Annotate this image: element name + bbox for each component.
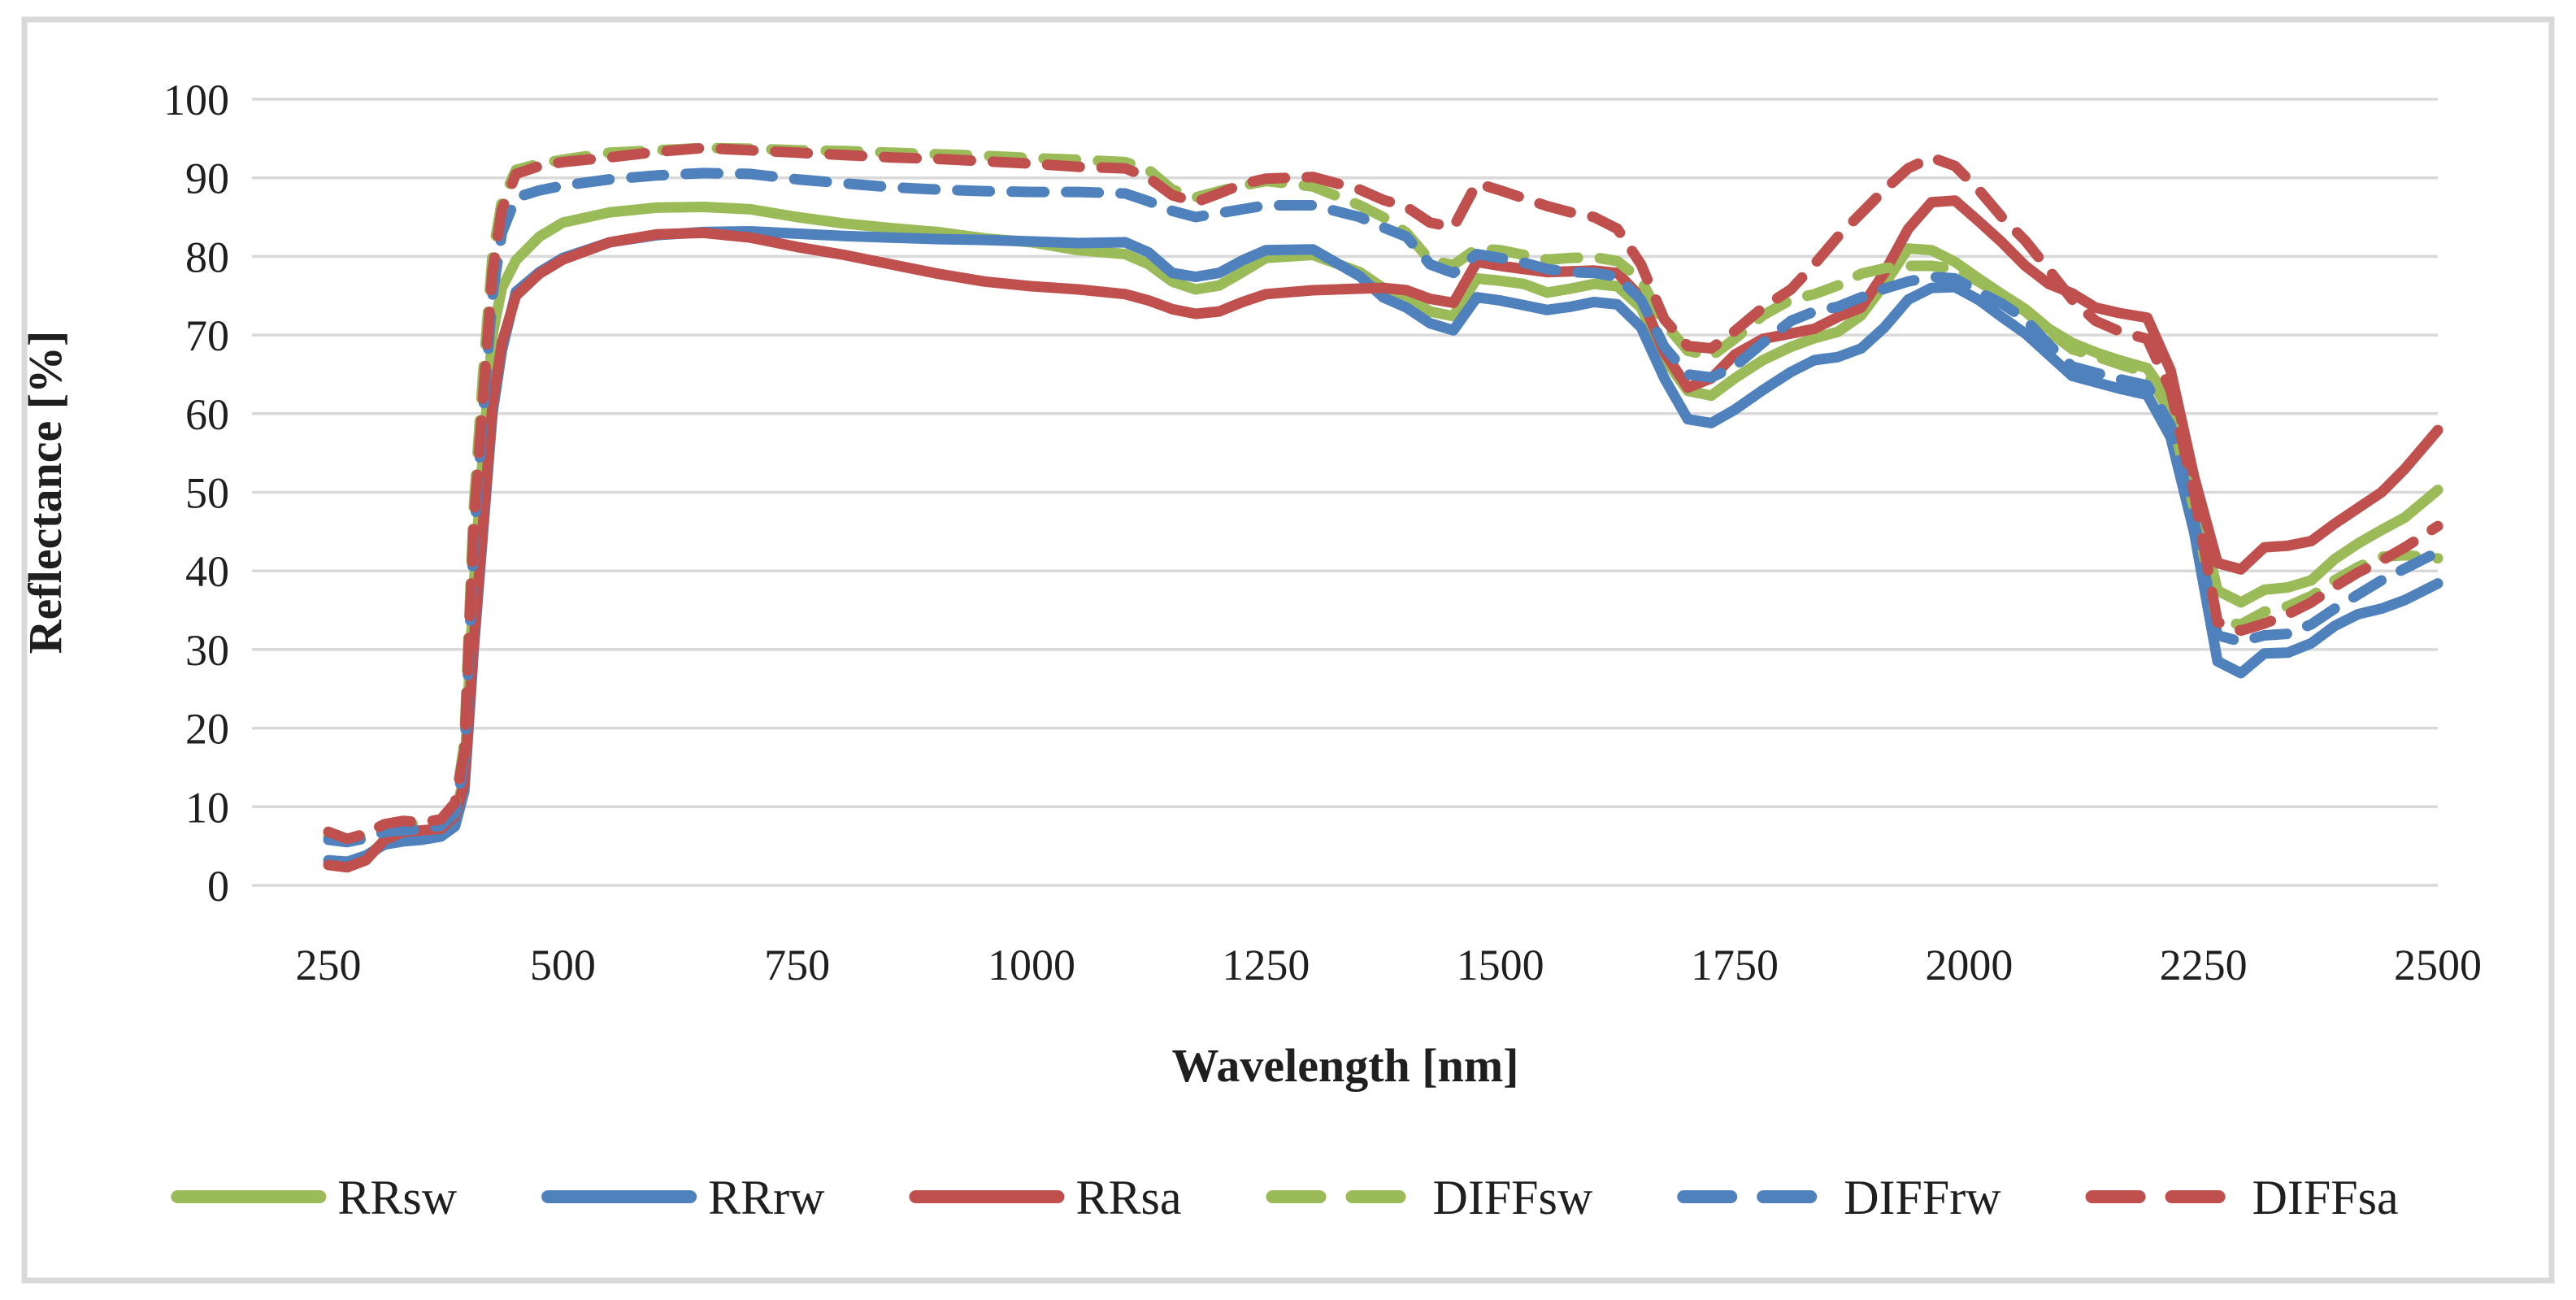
legend-item-RRsa: RRsa xyxy=(909,1171,1181,1224)
legend: RRsw RRrw RRsa DIFFsw DIFFrw DIFFsa xyxy=(171,1171,2399,1224)
y-tick-label-0: 0 xyxy=(207,862,229,911)
x-tick-label-1000: 1000 xyxy=(988,941,1075,989)
y-tick-label-60: 60 xyxy=(185,390,229,439)
legend-label-RRrw: RRrw xyxy=(708,1171,825,1224)
y-tick-label-70: 70 xyxy=(185,311,229,360)
y-tick-label-90: 90 xyxy=(185,154,229,203)
x-tick-label-1500: 1500 xyxy=(1457,941,1544,989)
legend-item-RRsw: RRsw xyxy=(171,1171,458,1224)
x-tick-label-2000: 2000 xyxy=(1925,941,2013,989)
series-line-RRsa xyxy=(323,195,2444,873)
x-tick-label-2500: 2500 xyxy=(2394,941,2482,989)
legend-item-DIFFrw: DIFFrw xyxy=(1677,1171,2001,1224)
legend-label-RRsa: RRsa xyxy=(1075,1171,1181,1224)
y-tick-label-80: 80 xyxy=(185,233,229,281)
series-line-DIFFrw xyxy=(323,167,2444,848)
y-axis-title: Reflectance [%] xyxy=(19,331,72,654)
legend-item-RRrw: RRrw xyxy=(541,1171,825,1224)
legend-label-RRsw: RRsw xyxy=(337,1171,457,1224)
legend-label-DIFFsa: DIFFsa xyxy=(2252,1171,2399,1224)
series-line-DIFFsa xyxy=(323,142,2444,845)
x-tick-label-2250: 2250 xyxy=(2160,941,2248,989)
x-tick-label-500: 500 xyxy=(530,941,596,989)
legend-label-DIFFrw: DIFFrw xyxy=(1844,1171,2001,1224)
y-tick-label-40: 40 xyxy=(185,547,229,596)
x-tick-label-1750: 1750 xyxy=(1691,941,1779,989)
y-tick-label-10: 10 xyxy=(185,783,229,832)
legend-label-DIFFsw: DIFFsw xyxy=(1432,1171,1592,1224)
x-tick-label-250: 250 xyxy=(296,941,362,989)
y-tick-label-100: 100 xyxy=(163,76,229,124)
gridlines xyxy=(252,98,2438,887)
x-axis-tick-labels: 250 500 750 1000 1250 1500 1750 2000 2250 2500 xyxy=(296,941,2483,989)
x-tick-label-750: 750 xyxy=(764,941,830,989)
series-lines xyxy=(323,142,2444,873)
x-tick-label-1250: 1250 xyxy=(1222,941,1310,989)
x-axis-title: Wavelength [nm] xyxy=(1172,1039,1519,1092)
y-tick-label-30: 30 xyxy=(185,626,229,675)
y-tick-label-50: 50 xyxy=(185,469,229,518)
y-tick-label-20: 20 xyxy=(185,705,229,754)
y-axis-tick-labels: 0 10 20 30 40 50 60 70 80 90 100 xyxy=(163,76,229,911)
legend-item-DIFFsa: DIFFsa xyxy=(2085,1171,2399,1224)
legend-item-DIFFsw: DIFFsw xyxy=(1266,1171,1593,1224)
